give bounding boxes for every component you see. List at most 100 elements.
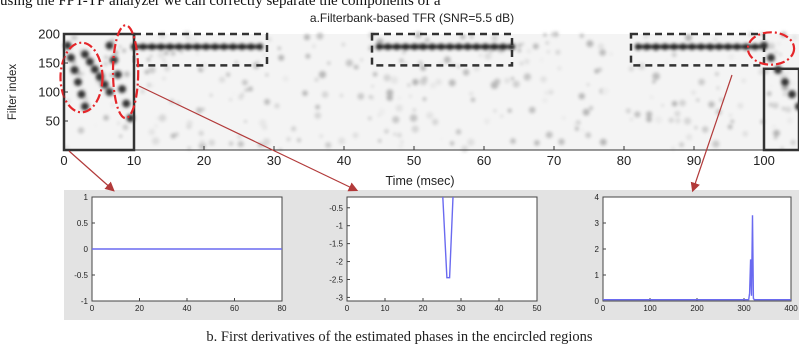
noise-speck [119, 134, 123, 138]
tone-blob [724, 43, 732, 50]
noise-speck [402, 50, 407, 55]
tone-blob [688, 43, 696, 50]
noise-speck [698, 78, 705, 86]
noise-speck [665, 60, 669, 64]
noise-speck [154, 124, 158, 128]
noise-speck [549, 90, 554, 95]
tone-blob [166, 43, 174, 50]
noise-speck [440, 137, 443, 141]
noise-speck [491, 34, 499, 42]
tone-blob [229, 43, 237, 50]
noise-speck [728, 113, 733, 118]
noise-speck [278, 54, 285, 61]
noise-speck [469, 34, 474, 39]
tfr-xlabel: Time (msec) [386, 174, 455, 188]
noise-speck [432, 118, 439, 126]
noise-speck [702, 126, 709, 133]
tone-blob [139, 43, 147, 50]
noise-speck [792, 34, 798, 41]
noise-speck [716, 86, 720, 90]
noise-speck [691, 90, 696, 95]
noise-speck [247, 86, 253, 92]
noise-speck [368, 95, 372, 99]
noise-speck [286, 137, 291, 142]
noise-speck [319, 134, 324, 139]
noise-speck [450, 141, 455, 146]
tone-blob [455, 43, 462, 50]
noise-speck [737, 102, 744, 109]
noise-speck [772, 124, 776, 129]
noise-speck [422, 97, 427, 101]
tone-blob [175, 43, 183, 50]
noise-speck [397, 96, 401, 100]
plot-y-tick-label: 0 [84, 245, 89, 254]
noise-speck [82, 96, 89, 103]
noise-speck [339, 93, 344, 98]
plot-x-tick-label: 0 [601, 304, 606, 313]
tfr-y-tick-label: 100 [38, 85, 60, 100]
noise-speck [228, 141, 234, 146]
noise-speck [189, 36, 198, 44]
noise-speck [377, 113, 381, 117]
noise-speck [790, 80, 796, 87]
noise-speck [238, 94, 244, 100]
plot-y-tick-label: 1 [84, 193, 89, 202]
noise-speck [338, 137, 346, 145]
noise-speck [265, 73, 269, 77]
noise-speck [790, 139, 796, 146]
noise-speck [483, 118, 491, 125]
encircled-region [746, 31, 796, 66]
noise-speck [384, 129, 389, 134]
noise-speck [649, 95, 654, 100]
noise-speck [671, 100, 678, 107]
noise-speck [779, 53, 782, 56]
noise-speck [585, 132, 592, 139]
noise-speck [769, 84, 773, 88]
noise-speck [561, 115, 566, 120]
noise-speck [532, 43, 539, 50]
callout-arrow [138, 85, 359, 192]
noise-speck [103, 115, 109, 121]
tone-blob [751, 43, 759, 50]
tone-blob [437, 43, 445, 50]
noise-speck [424, 37, 430, 43]
noise-speck [327, 61, 331, 65]
plot-x-tick-label: 0 [345, 304, 350, 313]
noise-speck [646, 116, 652, 123]
plot-y-tick-label: -1.5 [329, 240, 343, 249]
plot-y-tick-label: -3 [336, 293, 344, 302]
tone-blob [157, 43, 165, 50]
noise-speck [244, 88, 248, 92]
plot-frame [346, 196, 538, 302]
noise-speck [490, 81, 499, 89]
noise-speck [409, 94, 412, 98]
noise-speck [652, 72, 660, 81]
tfr-x-tick-label: 20 [197, 153, 211, 168]
noise-speck [558, 138, 565, 145]
tfr-x-tick-label: 10 [127, 153, 141, 168]
noise-speck [694, 126, 698, 129]
noise-speck [772, 102, 779, 109]
chirp-blob [788, 90, 796, 99]
noise-speck [426, 111, 434, 120]
plot-y-tick-label: -0.5 [74, 271, 88, 280]
derivative-series-line [603, 215, 791, 301]
plot-x-tick-label: 300 [737, 304, 751, 313]
noise-speck [118, 45, 122, 48]
tfr-x-tick-label: 0 [60, 153, 67, 168]
chirp-blob [67, 53, 75, 62]
noise-speck [578, 93, 585, 100]
noise-speck [201, 107, 205, 111]
noise-speck [517, 48, 522, 53]
noise-speck [599, 138, 607, 146]
noise-speck [196, 107, 203, 114]
noise-speck [242, 79, 248, 86]
tone-blob [491, 43, 498, 50]
noise-speck [545, 133, 549, 137]
tfr-x-tick-label: 50 [407, 153, 421, 168]
tone-blob [670, 43, 678, 50]
derivative-plot-2: 0 10 20 30 40 50 -0.5 -1 -1.5 -2 -2.5 -3 [329, 196, 542, 313]
noise-speck [675, 118, 681, 124]
noise-speck [291, 126, 297, 132]
noise-speck [412, 108, 416, 112]
